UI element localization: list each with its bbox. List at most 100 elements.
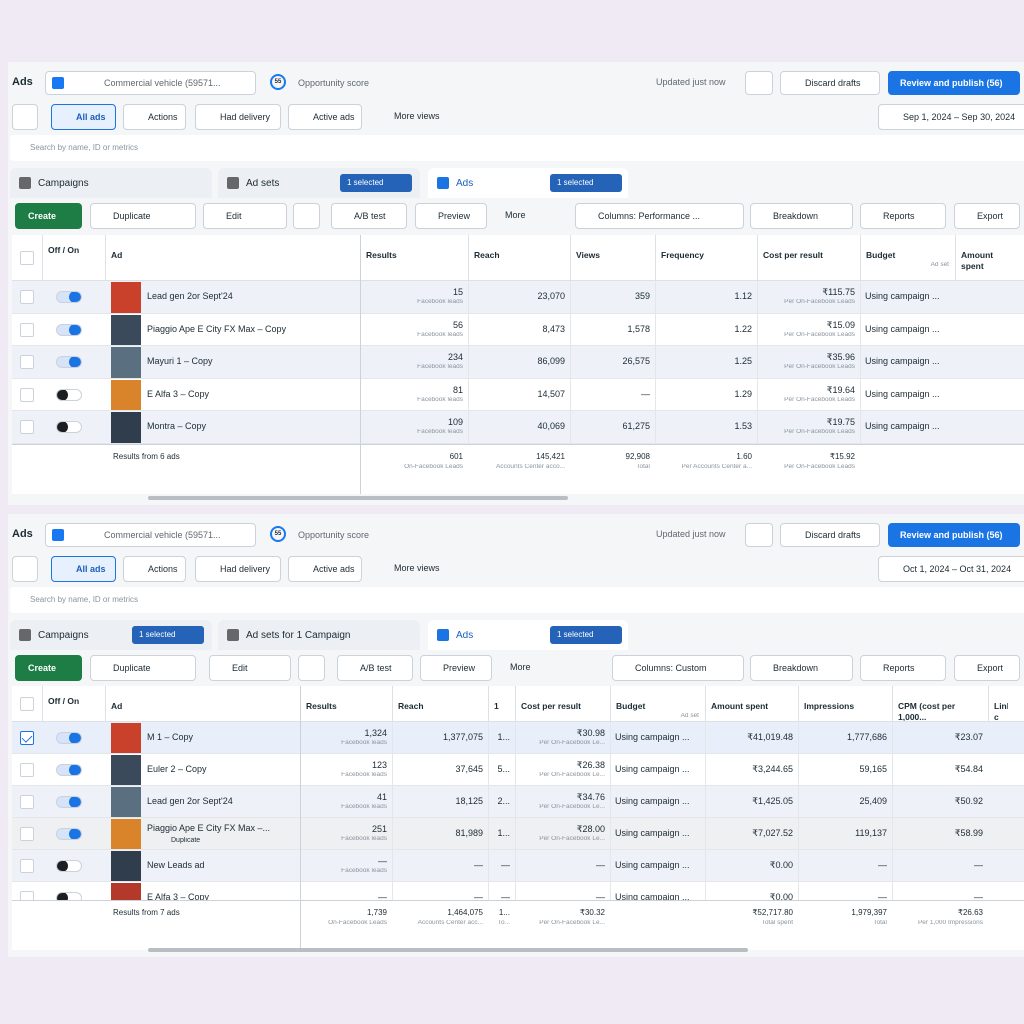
- action-button[interactable]: More: [500, 655, 560, 681]
- delete-button[interactable]: [293, 203, 320, 229]
- table-row[interactable]: Mayuri 1 – Copy 234 Facebook leads 86,099 26…: [12, 346, 1024, 379]
- action-button[interactable]: Duplicate: [90, 203, 196, 229]
- action-button[interactable]: Breakdown: [750, 655, 853, 681]
- refresh-button[interactable]: [745, 71, 773, 95]
- toggle[interactable]: [56, 732, 82, 744]
- ad-name[interactable]: Euler 2 – Copy: [147, 765, 207, 774]
- view-filter[interactable]: Actions: [123, 104, 186, 130]
- action-button[interactable]: More: [495, 203, 555, 229]
- ad-name[interactable]: Lead gen 2or Sept'24: [147, 292, 233, 301]
- delete-button[interactable]: [298, 655, 325, 681]
- level-tab[interactable]: Campaigns 1 selected: [10, 620, 212, 650]
- toggle[interactable]: [56, 291, 82, 304]
- row-checkbox[interactable]: [20, 827, 34, 841]
- level-tab[interactable]: Ad sets for 1 Campaign: [218, 620, 420, 650]
- action-button[interactable]: A/B test: [337, 655, 413, 681]
- action-button[interactable]: Reports: [860, 203, 946, 229]
- search-button[interactable]: [12, 556, 38, 582]
- row-checkbox[interactable]: [20, 290, 34, 305]
- action-button[interactable]: Edit: [209, 655, 291, 681]
- row-checkbox[interactable]: [20, 420, 34, 435]
- level-tab[interactable]: Campaigns: [10, 168, 212, 198]
- toggle[interactable]: [56, 860, 82, 872]
- view-filter[interactable]: All ads: [51, 104, 116, 130]
- action-button[interactable]: Columns: Custom: [612, 655, 744, 681]
- ad-name[interactable]: E Alfa 3 – Copy: [147, 389, 210, 399]
- action-button[interactable]: Preview: [415, 203, 487, 229]
- row-checkbox[interactable]: [20, 891, 34, 900]
- view-filter[interactable]: More views: [370, 104, 455, 130]
- view-filter[interactable]: Actions: [123, 556, 186, 582]
- level-tab[interactable]: Ads 1 selected: [428, 620, 628, 650]
- date-picker[interactable]: Sep 1, 2024 – Sep 30, 2024: [878, 104, 1024, 130]
- toggle[interactable]: [56, 828, 82, 840]
- action-button[interactable]: Preview: [420, 655, 492, 681]
- action-button[interactable]: Create: [15, 203, 82, 229]
- selection-badge[interactable]: 1 selected: [132, 626, 204, 644]
- table-row[interactable]: E Alfa 3 – Copy — — — — Using campaign ... ₹0.…: [12, 882, 1024, 900]
- search-button[interactable]: [12, 104, 38, 130]
- toggle[interactable]: [56, 796, 82, 808]
- publish-button[interactable]: Review and publish (56): [888, 523, 1020, 547]
- action-button[interactable]: Breakdown: [750, 203, 853, 229]
- toggle[interactable]: [56, 323, 82, 336]
- search-field[interactable]: Search by name, ID or metrics: [10, 135, 1024, 161]
- header-checkbox[interactable]: [20, 697, 34, 711]
- row-checkbox[interactable]: [20, 387, 34, 402]
- account-selector[interactable]: Commercial vehicle (59571...: [45, 523, 256, 547]
- row-checkbox[interactable]: [20, 355, 34, 370]
- ad-name[interactable]: M 1 – Copy: [147, 733, 194, 742]
- selection-badge[interactable]: 1 selected: [340, 174, 412, 192]
- date-picker[interactable]: Oct 1, 2024 – Oct 31, 2024: [878, 556, 1024, 582]
- action-button[interactable]: Export: [954, 203, 1020, 229]
- scrollbar[interactable]: [148, 948, 748, 952]
- scrollbar[interactable]: [148, 496, 568, 500]
- refresh-button[interactable]: [745, 523, 773, 547]
- table-row[interactable]: Lead gen 2or Sept'24 41 Facebook leads 18,1…: [12, 786, 1024, 818]
- table-row[interactable]: Piaggio Ape E City FX Max –... Duplicate 2…: [12, 818, 1024, 850]
- ad-name[interactable]: New Leads ad: [147, 861, 205, 870]
- toggle[interactable]: [56, 388, 82, 401]
- ad-name[interactable]: Lead gen 2or Sept'24: [147, 797, 233, 806]
- table-row[interactable]: Euler 2 – Copy 123 Facebook leads 37,645 5..…: [12, 754, 1024, 786]
- selection-badge[interactable]: 1 selected: [550, 174, 622, 192]
- row-checkbox[interactable]: [20, 859, 34, 873]
- action-button[interactable]: Duplicate: [90, 655, 196, 681]
- action-button[interactable]: Columns: Performance ...: [575, 203, 744, 229]
- toggle[interactable]: [56, 764, 82, 776]
- table-row[interactable]: New Leads ad — Facebook leads — — — Using camp…: [12, 850, 1024, 882]
- selection-badge[interactable]: 1 selected: [550, 626, 622, 644]
- row-checkbox[interactable]: [20, 322, 34, 337]
- action-button[interactable]: Reports: [860, 655, 946, 681]
- view-filter[interactable]: Had delivery: [195, 104, 281, 130]
- row-action[interactable]: Duplicate: [171, 837, 201, 844]
- row-checkbox[interactable]: [20, 795, 34, 809]
- table-row[interactable]: Lead gen 2or Sept'24 15 Facebook leads 23,0…: [12, 281, 1024, 314]
- toggle[interactable]: [56, 892, 82, 900]
- table-row[interactable]: Piaggio Ape E City FX Max – Copy 56 Facebo…: [12, 313, 1024, 346]
- view-filter[interactable]: Active ads: [288, 104, 362, 130]
- view-filter[interactable]: Had delivery: [195, 556, 281, 582]
- view-filter[interactable]: Active ads: [288, 556, 362, 582]
- action-button[interactable]: Edit: [203, 203, 287, 229]
- level-tab[interactable]: Ad sets 1 selected: [218, 168, 420, 198]
- table-row[interactable]: M 1 – Copy 1,324 Facebook leads 1,377,075 1.…: [12, 722, 1024, 754]
- ad-name[interactable]: Piaggio Ape E City FX Max – Copy: [147, 324, 287, 334]
- publish-button[interactable]: Review and publish (56): [888, 71, 1020, 95]
- ad-name[interactable]: Montra – Copy: [147, 422, 207, 431]
- ad-name[interactable]: E Alfa 3 – Copy: [147, 893, 210, 900]
- row-checkbox[interactable]: [20, 763, 34, 777]
- table-row[interactable]: Montra – Copy 109 Facebook leads 40,069 61,2…: [12, 411, 1024, 444]
- table-row[interactable]: E Alfa 3 – Copy 81 Facebook leads 14,507 — 1.…: [12, 378, 1024, 411]
- search-field[interactable]: Search by name, ID or metrics: [10, 587, 1024, 613]
- action-button[interactable]: A/B test: [331, 203, 407, 229]
- row-checkbox[interactable]: [20, 731, 34, 745]
- toggle[interactable]: [56, 356, 82, 369]
- ad-name[interactable]: Mayuri 1 – Copy: [147, 357, 213, 366]
- header-checkbox[interactable]: [20, 251, 34, 265]
- view-filter[interactable]: More views: [370, 556, 455, 582]
- discard-button[interactable]: Discard drafts: [780, 71, 880, 95]
- ad-name[interactable]: Piaggio Ape E City FX Max –...: [147, 824, 271, 833]
- toggle[interactable]: [56, 421, 82, 434]
- discard-button[interactable]: Discard drafts: [780, 523, 880, 547]
